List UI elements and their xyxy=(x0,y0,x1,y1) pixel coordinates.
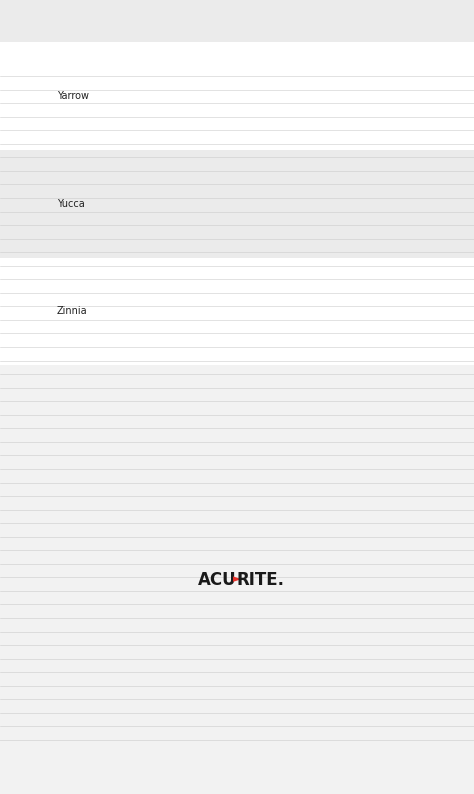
Text: Yarrow: Yarrow xyxy=(57,91,89,102)
Bar xyxy=(0,365,474,794)
Bar xyxy=(0,150,474,257)
Text: Yucca: Yucca xyxy=(57,198,85,209)
Text: Zinnia: Zinnia xyxy=(57,306,88,317)
Bar xyxy=(0,0,474,42)
Text: ACU: ACU xyxy=(199,571,237,588)
Bar xyxy=(0,257,474,365)
Text: RITE.: RITE. xyxy=(237,571,285,588)
Text: ►: ► xyxy=(233,575,241,584)
Bar xyxy=(0,42,474,150)
